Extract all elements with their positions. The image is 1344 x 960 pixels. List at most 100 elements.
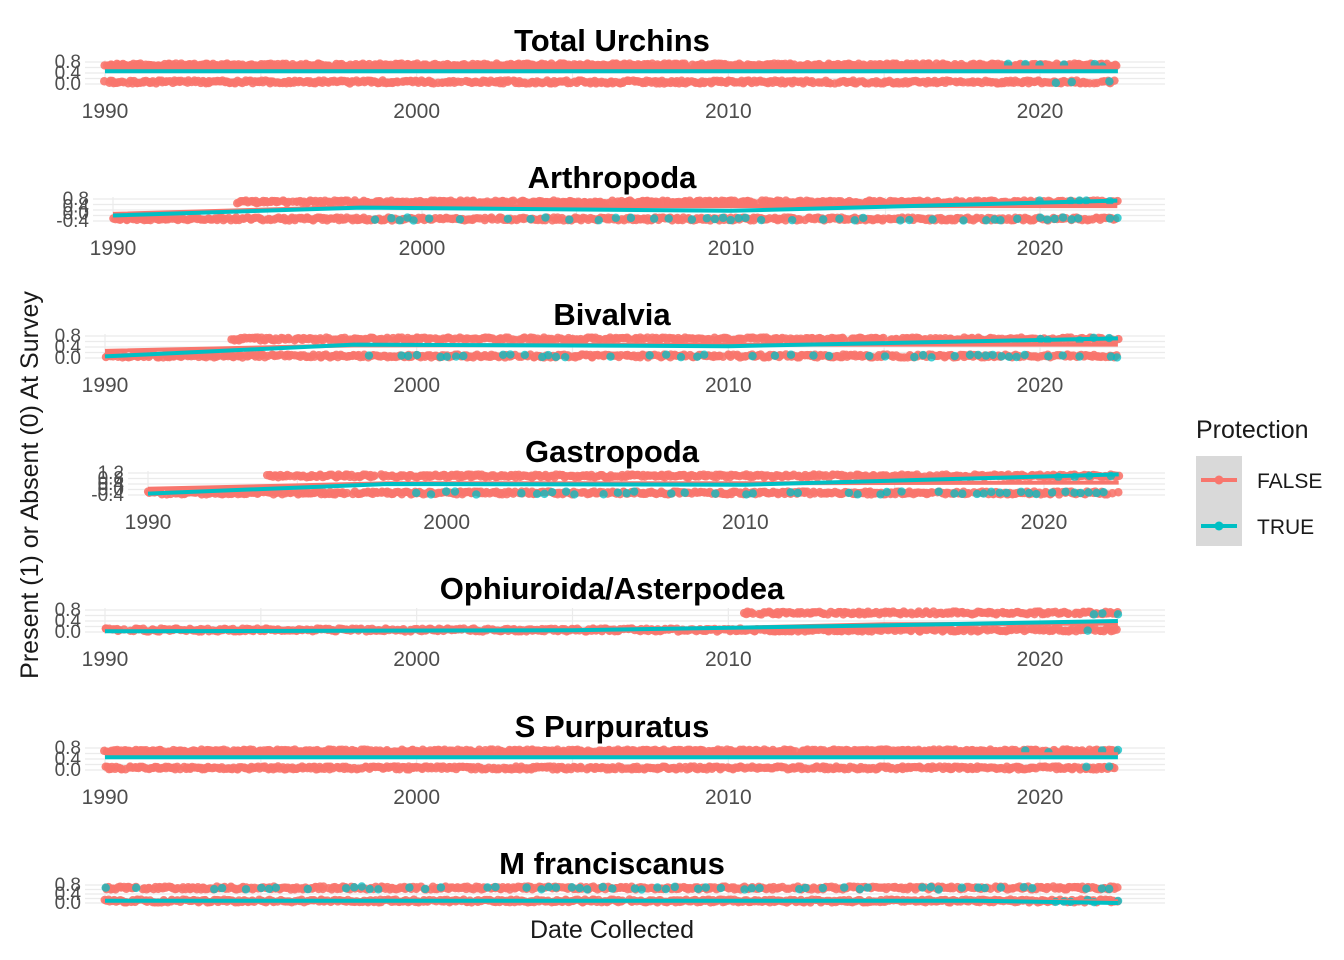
panel-title: S Purpuratus — [515, 709, 710, 744]
data-point-true — [882, 487, 891, 497]
data-point-true — [699, 350, 709, 359]
data-point-true — [865, 351, 874, 361]
data-point-true — [599, 490, 608, 499]
data-point-true — [1012, 352, 1021, 362]
data-point-true — [1105, 214, 1115, 223]
data-point-true — [645, 351, 654, 360]
data-point-true — [859, 213, 868, 223]
data-point-true — [1016, 487, 1026, 496]
data-point-true — [1047, 488, 1057, 497]
x-tick-label: 2010 — [705, 648, 752, 671]
data-point-true — [1112, 353, 1122, 362]
data-point-true — [818, 215, 828, 224]
data-point-true — [387, 214, 396, 223]
data-point-true — [565, 215, 574, 224]
data-point-true — [611, 213, 621, 223]
x-tick-label: 1990 — [90, 237, 137, 260]
data-point-true — [560, 352, 570, 362]
data-point-true — [544, 350, 553, 360]
trend-line-true — [112, 198, 1118, 218]
data-point-true — [1083, 626, 1092, 635]
data-point-true — [1073, 214, 1083, 223]
data-point-true — [988, 350, 997, 360]
data-point-true — [540, 489, 549, 499]
data-point-true — [950, 489, 959, 498]
data-point-true — [793, 488, 803, 498]
trend-line-true — [104, 336, 1118, 359]
data-point-true — [710, 214, 720, 224]
x-tick-label: 2000 — [423, 511, 470, 534]
data-point-true — [517, 489, 526, 498]
y-tick-label: 0.0 — [55, 74, 81, 95]
data-point-true — [425, 214, 434, 223]
data-point-true — [561, 487, 571, 496]
data-point-true — [412, 350, 422, 360]
x-tick-label: 2000 — [393, 648, 440, 671]
data-point-true — [667, 489, 676, 498]
data-point-true — [959, 216, 968, 225]
data-point-true — [455, 215, 465, 224]
data-point-true — [541, 213, 550, 222]
data-point-true — [1084, 488, 1093, 497]
y-tick-label: 0.0 — [63, 204, 89, 225]
data-point-true — [613, 488, 623, 497]
data-point-false — [1114, 488, 1123, 497]
data-point-true — [787, 215, 797, 225]
data-point-true — [950, 351, 959, 361]
data-point-true — [442, 352, 452, 361]
data-point-true — [594, 216, 603, 225]
y-tick-label: 0.8 — [55, 326, 81, 347]
data-point-true — [1036, 213, 1045, 222]
y-tick-label: 0.4 — [98, 474, 125, 495]
data-point-true — [786, 350, 796, 359]
panel-title: Bivalvia — [553, 297, 671, 332]
panel-title: Ophiuroida/Asterpodea — [440, 571, 785, 606]
data-point-true — [1004, 352, 1014, 361]
data-point-true — [649, 214, 659, 223]
data-point-true — [741, 213, 750, 223]
data-point-true — [748, 489, 758, 498]
data-point-true — [1098, 609, 1107, 618]
data-point-true — [426, 490, 436, 499]
data-point-true — [459, 351, 468, 361]
y-tick-label: 0.8 — [63, 189, 89, 210]
x-tick-label: 2010 — [705, 374, 752, 397]
points — [101, 333, 1123, 362]
data-point-true — [835, 214, 844, 224]
data-point-true — [520, 350, 529, 360]
x-tick-label: 2000 — [393, 786, 440, 809]
data-point-true — [526, 214, 535, 224]
data-point-true — [1105, 77, 1114, 86]
data-point-true — [1067, 215, 1076, 224]
data-point-true — [1032, 489, 1041, 499]
data-point-true — [1061, 487, 1070, 497]
y-tick-label: 0.8 — [55, 600, 81, 621]
data-point-true — [436, 352, 445, 362]
data-point-true — [1024, 488, 1034, 498]
data-point-true — [896, 216, 905, 225]
data-point-true — [996, 216, 1005, 225]
x-tick-label: 2000 — [393, 374, 440, 397]
data-point-true — [1075, 352, 1084, 361]
x-tick-label: 1990 — [125, 511, 172, 534]
data-point-true — [472, 490, 481, 499]
data-point-true — [412, 488, 421, 498]
data-point-true — [676, 352, 686, 362]
data-point-true — [910, 352, 919, 362]
y-tick-label: 0.4 — [55, 337, 82, 358]
x-tick-label: 2010 — [708, 237, 755, 260]
data-point-true — [622, 489, 631, 498]
data-point-true — [934, 487, 943, 496]
data-point-true — [850, 216, 859, 225]
data-point-true — [662, 350, 671, 359]
y-tick-label: 0.4 — [55, 63, 82, 84]
y-tick-label: 0.8 — [98, 469, 124, 490]
data-point-true — [718, 213, 728, 223]
data-point-true — [1113, 610, 1123, 619]
